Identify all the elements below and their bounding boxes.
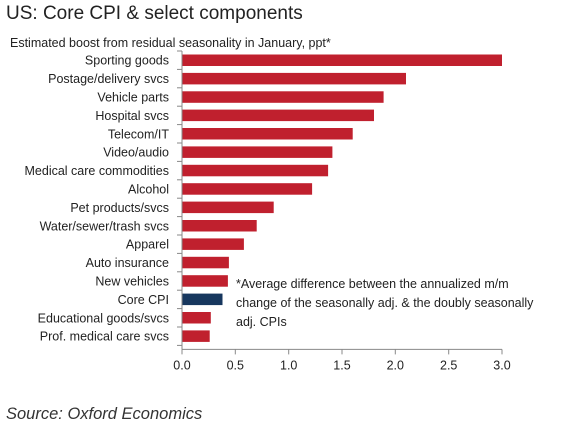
bar-auto-insurance [182, 256, 229, 269]
x-tick-label: 2.0 [387, 358, 404, 372]
bar-postage-delivery-svcs [182, 72, 406, 85]
x-tick-label: 0.5 [227, 358, 244, 372]
category-label: Core CPI [118, 293, 169, 307]
x-tick-label: 3.0 [493, 358, 510, 372]
bar-pet-products-svcs [182, 201, 274, 214]
x-tick-label: 1.5 [333, 358, 350, 372]
x-tick-label: 1.0 [280, 358, 297, 372]
bar-prof-medical-care-svcs [182, 330, 210, 342]
bar-educational-goods-svcs [182, 312, 211, 324]
bar-core-cpi [182, 293, 223, 306]
category-label: Video/audio [103, 146, 169, 160]
category-label: Telecom/IT [108, 127, 169, 141]
category-label: Apparel [126, 238, 169, 252]
category-label: Prof. medical care svcs [40, 330, 169, 344]
bar-hospital-svcs [182, 109, 374, 122]
bar-water-sewer-trash-svcs [182, 220, 257, 232]
category-label: Hospital svcs [95, 109, 169, 123]
bar-vehicle-parts [182, 91, 384, 103]
category-label: Sporting goods [85, 54, 169, 68]
category-label: Educational goods/svcs [38, 311, 169, 325]
category-label: Postage/delivery svcs [48, 72, 169, 86]
x-tick-label: 0.0 [173, 358, 190, 372]
bar-apparel [182, 238, 244, 250]
category-label: Alcohol [128, 183, 169, 197]
chart-subtitle: Estimated boost from residual seasonalit… [10, 36, 331, 50]
x-tick-label: 2.5 [440, 358, 457, 372]
bar-telecom-it [182, 128, 353, 140]
category-label: New vehicles [95, 275, 169, 289]
source-text: Source: Oxford Economics [6, 405, 203, 423]
category-label: Water/sewer/trash svcs [40, 219, 169, 233]
chart-footnote: *Average difference between the annualiz… [236, 277, 534, 329]
category-label: Medical care commodities [25, 164, 170, 178]
bar-sporting-goods [182, 54, 502, 66]
bar-new-vehicles [182, 275, 228, 287]
chart-title: US: Core CPI & select components [6, 3, 303, 24]
bar-medical-care-commodities [182, 164, 329, 177]
category-label: Pet products/svcs [70, 201, 169, 215]
category-label: Auto insurance [86, 256, 169, 270]
bar-video-audio [182, 146, 333, 158]
bar-alcohol [182, 183, 313, 195]
category-label: Vehicle parts [97, 91, 169, 105]
